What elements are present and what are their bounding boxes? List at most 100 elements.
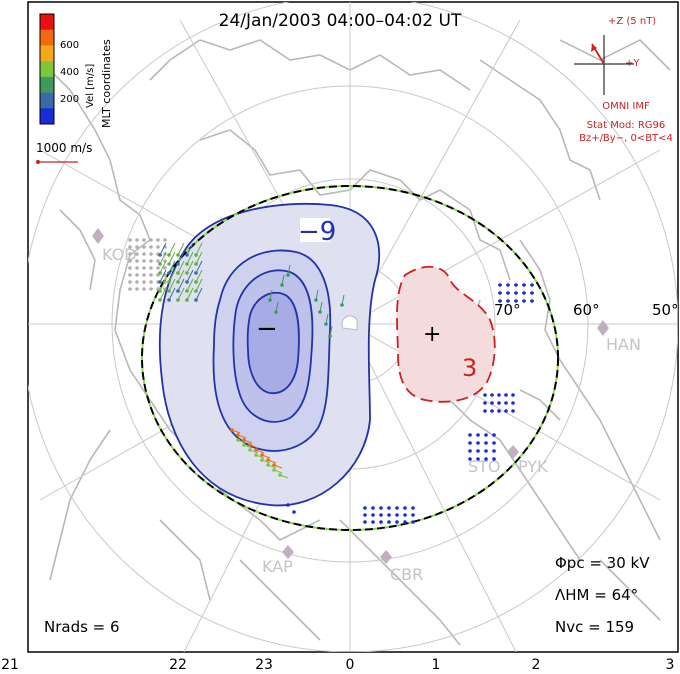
vector-stem <box>281 274 285 286</box>
vector-point <box>514 291 518 295</box>
vector-stem <box>177 278 185 292</box>
imf-z-label: +Z (5 nT) <box>608 16 656 27</box>
vector-stem <box>267 464 277 469</box>
vector-point <box>506 283 510 287</box>
vector-point <box>128 245 132 249</box>
vector-point <box>522 299 526 303</box>
vector-point <box>371 520 375 524</box>
mlt-tick-21: 21 <box>1 657 19 673</box>
vector-point <box>476 457 480 461</box>
vector-stem <box>195 278 203 292</box>
mlt-tick-23: 23 <box>255 657 273 673</box>
stat-phi-pc: Φpc = 30 kV <box>555 554 650 572</box>
vector-point <box>511 401 515 405</box>
station-label-cbr: CBR <box>390 565 423 584</box>
vector-point <box>163 238 167 242</box>
colorbar-title: Vel [m/s] <box>85 64 96 108</box>
colorbar-band <box>40 14 54 31</box>
vector-point <box>379 506 383 510</box>
vector-point <box>498 291 502 295</box>
vector-point <box>522 291 526 295</box>
vector-stem <box>273 464 283 469</box>
vector-point <box>468 457 472 461</box>
colorbar-band <box>40 45 54 62</box>
vector-point <box>128 287 132 291</box>
vector-point <box>498 299 502 303</box>
vector-point <box>490 409 494 413</box>
vector-point <box>142 259 146 263</box>
vector-point <box>484 449 488 453</box>
scale-vector: 1000 m/s <box>36 141 92 164</box>
vector-stem <box>177 251 185 265</box>
vector-point <box>511 393 515 397</box>
coords-label: MLT coordinates <box>100 39 113 128</box>
imf-dial: +Z (5 nT) +Y OMNI IMF Stat Mod: RG96 Bz+… <box>574 16 673 144</box>
vector-point <box>142 280 146 284</box>
negative-potential-cell: −9 − <box>158 202 381 507</box>
colorbar-band <box>40 92 54 109</box>
vector-point <box>371 506 375 510</box>
vector-point <box>497 401 501 405</box>
vector-point <box>504 401 508 405</box>
vector-point <box>363 520 367 524</box>
vector-point <box>497 409 501 413</box>
vector-stem <box>177 260 185 274</box>
vector-point <box>468 441 472 445</box>
imf-condition: Bz+/By−, 0<BT<4 <box>579 133 673 144</box>
vector-point <box>135 238 139 242</box>
vector-point <box>149 266 153 270</box>
vector-stem <box>287 264 291 276</box>
coastlines <box>39 39 671 646</box>
vector-stem <box>186 242 194 256</box>
vector-stem <box>195 251 203 265</box>
vector-stem <box>159 251 167 265</box>
vector-point <box>142 238 146 242</box>
vector-point <box>403 520 407 524</box>
vector-point <box>387 520 391 524</box>
vector-stem <box>279 474 289 479</box>
vector-stem <box>243 439 253 444</box>
vector-stem <box>195 287 203 301</box>
vector-point <box>395 506 399 510</box>
vector-point <box>497 393 501 397</box>
vector-point <box>476 433 480 437</box>
vector-stem <box>168 242 176 256</box>
colorbar-tick-400: 400 <box>60 67 79 78</box>
negative-contour-label: −9 <box>298 217 336 247</box>
vector-stem <box>249 449 259 454</box>
vector-stem <box>255 454 265 459</box>
vector-point <box>363 513 367 517</box>
colorbar-band <box>40 29 54 46</box>
vector-point <box>149 252 153 256</box>
vector-stem <box>255 449 265 454</box>
vector-point <box>149 259 153 263</box>
vector-point <box>506 299 510 303</box>
fit-order-note: FitOrder: 8, mapEX format <box>0 476 10 640</box>
map-title: 24/Jan/2003 04:00–04:02 UT <box>219 11 462 31</box>
heppner-maynard-boundary <box>141 185 559 531</box>
stat-n-vc: Nvc = 159 <box>555 618 634 636</box>
latitude-label-60: 60° <box>573 301 600 319</box>
vector-point <box>128 280 132 284</box>
vector-point <box>484 441 488 445</box>
vector-point <box>128 266 132 270</box>
colorbar-tick-200: 200 <box>60 94 79 105</box>
stat-lambda-hm: ΛHM = 64° <box>555 586 638 604</box>
colorbar-band <box>40 61 54 78</box>
vector-point <box>511 409 515 413</box>
station-markers <box>92 228 609 564</box>
velocity-colorbar: 600 400 200 Vel [m/s] MLT coordinates <box>39 13 113 128</box>
vector-stem <box>267 459 277 464</box>
vector-point <box>156 259 160 263</box>
vector-point <box>387 513 391 517</box>
vector-point <box>135 259 139 263</box>
vector-point <box>135 252 139 256</box>
vector-point <box>149 273 153 277</box>
vector-stem <box>186 251 194 265</box>
imf-y-label: +Y <box>625 58 640 69</box>
vector-stem <box>168 269 176 283</box>
station-label-pyk: PYK <box>518 457 548 476</box>
vector-stem <box>177 269 185 283</box>
vector-point <box>395 513 399 517</box>
vector-stem <box>249 444 259 449</box>
